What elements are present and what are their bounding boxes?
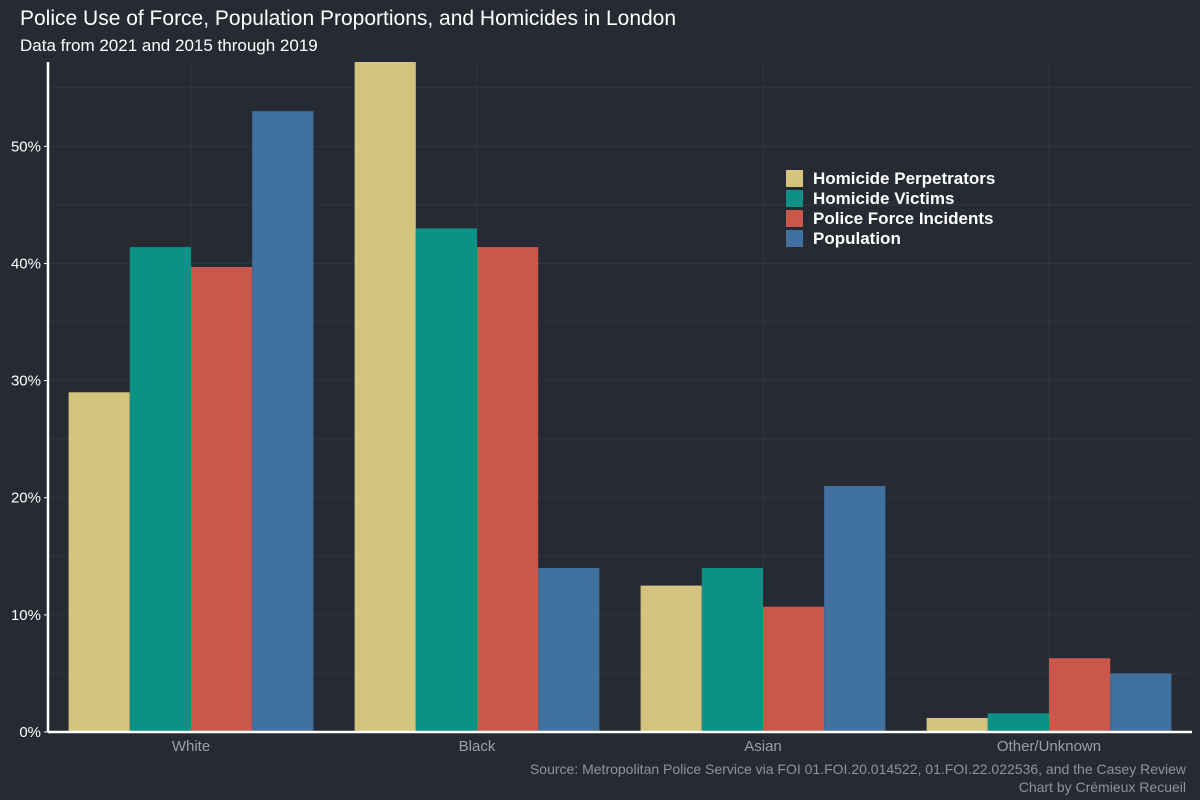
chart-subtitle: Data from 2021 and 2015 through 2019 xyxy=(20,36,318,55)
bar-population xyxy=(824,486,886,732)
bar-population xyxy=(538,568,600,732)
legend-swatch-population xyxy=(786,230,803,247)
bar-homicide-victims xyxy=(987,713,1049,732)
legend-label-police-force-incidents: Police Force Incidents xyxy=(813,209,993,228)
legend-swatch-homicide-perpetrators xyxy=(786,170,803,187)
bar-population xyxy=(1110,673,1172,732)
bar-population xyxy=(252,111,314,732)
author-caption: Chart by Crémieux Recueil xyxy=(1018,779,1186,795)
bar-police-force-incidents xyxy=(763,606,825,732)
bar-police-force-incidents xyxy=(477,247,539,732)
x-tick-label: Asian xyxy=(744,738,782,755)
legend-label-homicide-victims: Homicide Victims xyxy=(813,189,954,208)
chart-title: Police Use of Force, Population Proporti… xyxy=(20,7,677,30)
bar-homicide-victims xyxy=(701,568,763,732)
bar-police-force-incidents xyxy=(1049,658,1111,732)
x-tick-label: White xyxy=(172,738,210,755)
x-tick-label: Other/Unknown xyxy=(997,738,1101,755)
y-tick-label: 50% xyxy=(11,138,41,155)
axes: White Black Asian Other/Unknown 0% 10% 20% 30% 4… xyxy=(11,62,1192,755)
bar-homicide-victims xyxy=(415,228,477,732)
y-tick-label: 20% xyxy=(11,490,41,507)
bar-police-force-incidents xyxy=(191,266,253,732)
legend-swatch-homicide-victims xyxy=(786,190,803,207)
bar-homicide-perpetrators xyxy=(68,392,130,732)
chart-caption: Source: Metropolitan Police Service via … xyxy=(530,760,1186,796)
legend-swatch-police-force-incidents xyxy=(786,210,803,227)
bar-homicide-perpetrators xyxy=(354,62,416,732)
bar-homicide-perpetrators xyxy=(926,717,988,732)
y-tick-label: 0% xyxy=(19,724,41,741)
y-tick-label: 40% xyxy=(11,255,41,272)
bar-homicide-perpetrators xyxy=(640,585,702,732)
bar-homicide-victims xyxy=(129,247,191,732)
source-caption: Source: Metropolitan Police Service via … xyxy=(529,761,1186,777)
y-tick-label: 10% xyxy=(11,607,41,624)
bars xyxy=(68,62,1172,732)
x-tick-label: Black xyxy=(459,738,496,755)
legend-label-homicide-perpetrators: Homicide Perpetrators xyxy=(813,169,995,188)
y-tick-label: 30% xyxy=(11,373,41,390)
legend-label-population: Population xyxy=(813,229,901,248)
